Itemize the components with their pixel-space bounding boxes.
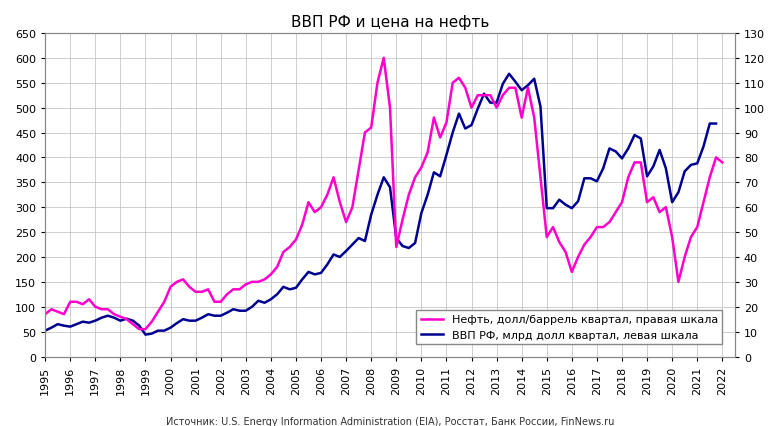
- ВВП РФ, млрд долл квартал, левая шкала: [586, 176, 595, 181]
- Line: ВВП РФ, млрд долл квартал, левая шкала: ВВП РФ, млрд долл квартал, левая шкала: [45, 75, 716, 335]
- Legend: Нефть, долл/баррель квартал, правая шкала, ВВП РФ, млрд долл квартал, левая шкал: Нефть, долл/баррель квартал, правая шкал…: [417, 310, 722, 345]
- Нефть, долл/баррель квартал, правая шкала: [423, 150, 432, 155]
- ВВП РФ, млрд долл квартал, левая шкала: [154, 328, 163, 334]
- ВВП РФ, млрд долл квартал, левая шкала: [360, 239, 370, 244]
- ВВП РФ, млрд долл квартал, левая шкала: [629, 133, 639, 138]
- Нефть, долл/баррель квартал, правая шкала: [718, 161, 727, 166]
- ВВП РФ, млрд долл квартал, левая шкала: [643, 174, 652, 179]
- ВВП РФ, млрд долл квартал, левая шкала: [711, 122, 721, 127]
- Нефть, долл/баррель квартал, правая шкала: [134, 327, 144, 332]
- Title: ВВП РФ и цена на нефть: ВВП РФ и цена на нефть: [291, 15, 489, 30]
- Нефть, долл/баррель квартал, правая шкала: [379, 56, 388, 61]
- Line: Нефть, долл/баррель квартал, правая шкала: Нефть, долл/баррель квартал, правая шкал…: [45, 59, 722, 329]
- Нефть, долл/баррель квартал, правая шкала: [272, 265, 282, 270]
- Нефть, долл/баррель квартал, правая шкала: [417, 165, 426, 170]
- Нефть, долл/баррель квартал, правая шкала: [498, 93, 508, 98]
- ВВП РФ, млрд долл квартал, левая шкала: [141, 332, 151, 337]
- Нефть, долл/баррель квартал, правая шкала: [235, 287, 244, 292]
- Нефть, долл/баррель квартал, правая шкала: [41, 312, 50, 317]
- ВВП РФ, млрд долл квартал, левая шкала: [505, 72, 514, 77]
- Text: Источник: U.S. Energy Information Administration (EIA), Росстат, Банк России, Fi: Источник: U.S. Energy Information Admini…: [166, 416, 614, 426]
- ВВП РФ, млрд долл квартал, левая шкала: [109, 315, 119, 320]
- Нефть, долл/баррель квартал, правая шкала: [90, 305, 100, 310]
- ВВП РФ, млрд долл квартал, левая шкала: [41, 328, 50, 334]
